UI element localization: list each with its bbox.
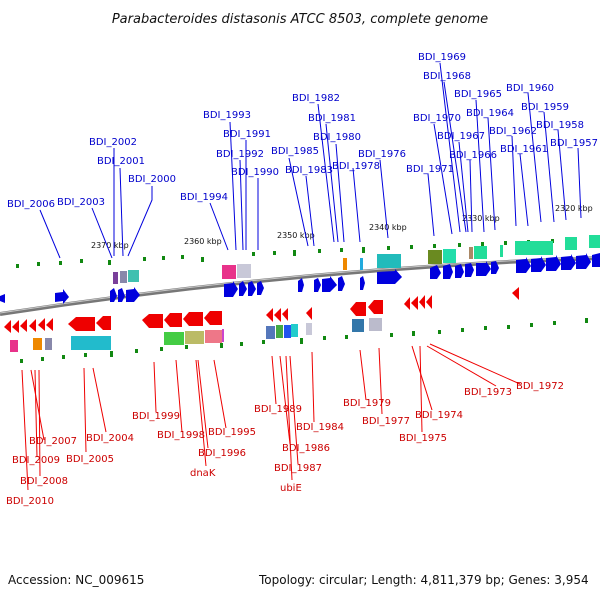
gene-label-ubie: ubiE — [280, 483, 302, 494]
gene-label-bdi-1986: BDI_1986 — [282, 443, 330, 454]
reverse-strand-genes — [4, 287, 519, 333]
gene-label-bdi-1970: BDI_1970 — [413, 113, 461, 124]
gene-label-bdi-1974: BDI_1974 — [415, 410, 463, 421]
gene-label-bdi-1976: BDI_1976 — [358, 149, 406, 160]
gene-label-bdi-2002: BDI_2002 — [89, 137, 137, 148]
gene-label-bdi-1999: BDI_1999 — [132, 411, 180, 422]
gene-label-bdi-1993: BDI_1993 — [203, 110, 251, 121]
map-title: Parabacteroides distasonis ATCC 8503, co… — [112, 12, 488, 27]
gene-label-bdi-1996: BDI_1996 — [198, 448, 246, 459]
reverse-leader-lines — [21, 343, 521, 491]
scale-labels: 2370 kbp 2360 kbp 2350 kbp 2340 kbp 2330… — [91, 204, 593, 250]
gene-label-bdi-1995: BDI_1995 — [208, 427, 256, 438]
scale-label-2370: 2370 kbp — [91, 241, 129, 250]
gene-label-bdi-1975: BDI_1975 — [399, 433, 447, 444]
gene-label-bdi-1981: BDI_1981 — [308, 113, 356, 124]
gene-label-bdi-1989: BDI_1989 — [254, 404, 302, 415]
gene-label-bdi-1979: BDI_1979 — [343, 398, 391, 409]
gene-label-bdi-1998: BDI_1998 — [157, 430, 205, 441]
gene-label-bdi-1966: BDI_1966 — [449, 150, 497, 161]
gene-label-bdi-2003: BDI_2003 — [57, 197, 105, 208]
gene-label-bdi-1991: BDI_1991 — [223, 129, 271, 140]
gene-label-bdi-1972: BDI_1972 — [516, 381, 564, 392]
gene-label-bdi-1971: BDI_1971 — [406, 164, 454, 175]
gene-label-bdi-1969: BDI_1969 — [418, 52, 466, 63]
scale-label-2360: 2360 kbp — [184, 237, 222, 246]
gene-label-bdi-1984: BDI_1984 — [296, 422, 344, 433]
forward-gene-labels: BDI_2006 BDI_2003 BDI_2002 BDI_2001 BDI_… — [7, 52, 598, 210]
gene-label-bdi-1973: BDI_1973 — [464, 387, 512, 398]
gene-label-bdi-1960: BDI_1960 — [506, 83, 554, 94]
accession-label: Accession: NC_009615 — [8, 573, 145, 587]
gene-label-bdi-1967: BDI_1967 — [437, 131, 485, 142]
gene-label-bdi-2000: BDI_2000 — [128, 174, 176, 185]
gene-label-bdi-2009: BDI_2009 — [12, 455, 60, 466]
inner-tick-row — [20, 318, 588, 363]
gene-label-bdi-2005: BDI_2005 — [66, 454, 114, 465]
gene-label-bdi-1965: BDI_1965 — [454, 89, 502, 100]
gene-label-bdi-1992: BDI_1992 — [216, 149, 264, 160]
scale-label-2340: 2340 kbp — [369, 223, 407, 232]
scale-label-2320: 2320 kbp — [555, 204, 593, 213]
gene-label-bdi-1958: BDI_1958 — [536, 120, 584, 131]
reverse-gene-labels: BDI_2007 BDI_2009 BDI_2008 BDI_2010 BDI_… — [6, 381, 564, 507]
gene-label-bdi-1982: BDI_1982 — [292, 93, 340, 104]
gene-label-bdi-2001: BDI_2001 — [97, 156, 145, 167]
gene-label-bdi-1968: BDI_1968 — [423, 71, 471, 82]
gene-label-bdi-1985: BDI_1985 — [271, 146, 319, 157]
inner-feature-boxes — [10, 318, 382, 352]
gene-label-bdi-1994: BDI_1994 — [180, 192, 228, 203]
forward-leader-lines — [39, 62, 582, 259]
genome-summary: Topology: circular; Length: 4,811,379 bp… — [259, 573, 589, 587]
gene-label-bdi-1964: BDI_1964 — [466, 108, 514, 119]
gene-label-bdi-1957: BDI_1957 — [550, 138, 598, 149]
gene-label-bdi-1980: BDI_1980 — [313, 132, 361, 143]
gene-label-bdi-1977: BDI_1977 — [362, 416, 410, 427]
forward-strand-genes — [0, 253, 600, 304]
scale-label-2330: 2330 kbp — [462, 214, 500, 223]
gene-label-bdi-2010: BDI_2010 — [6, 496, 54, 507]
gene-label-bdi-1978: BDI_1978 — [332, 161, 380, 172]
gene-label-dnak: dnaK — [190, 468, 216, 479]
gene-label-bdi-1962: BDI_1962 — [489, 126, 537, 137]
gene-label-bdi-2006: BDI_2006 — [7, 199, 55, 210]
gene-label-bdi-2008: BDI_2008 — [20, 476, 68, 487]
gene-label-bdi-1987: BDI_1987 — [274, 463, 322, 474]
gene-label-bdi-1990: BDI_1990 — [231, 167, 279, 178]
gene-label-bdi-2004: BDI_2004 — [86, 433, 134, 444]
gene-label-bdi-1959: BDI_1959 — [521, 102, 569, 113]
gene-label-bdi-2007: BDI_2007 — [29, 436, 77, 447]
scale-label-2350: 2350 kbp — [277, 231, 315, 240]
outer-feature-boxes — [113, 235, 600, 284]
gene-label-bdi-1983: BDI_1983 — [285, 165, 333, 176]
gene-label-bdi-1961: BDI_1961 — [500, 144, 548, 155]
